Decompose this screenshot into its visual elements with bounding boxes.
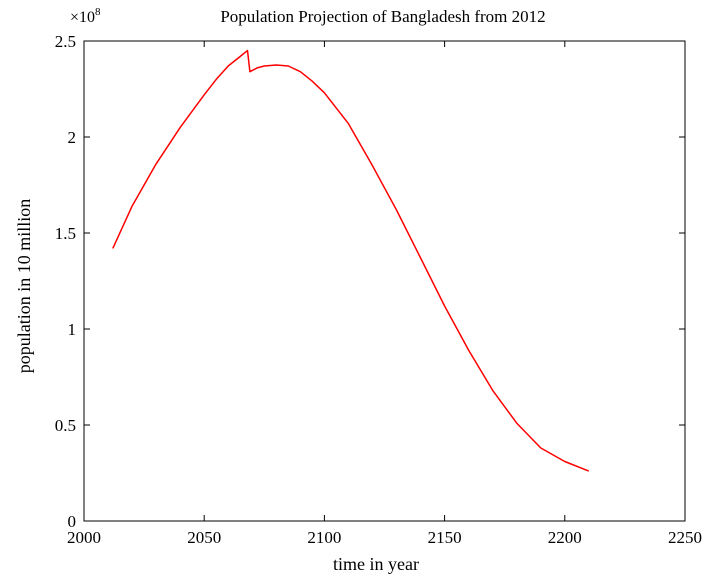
y-multiplier-exponent: 8 <box>95 6 101 18</box>
plot-frame <box>83 40 686 522</box>
series-layer <box>112 49 590 472</box>
series-line <box>112 49 590 472</box>
x-axis-label: time in year <box>333 554 419 574</box>
chart-title: Population Projection of Bangladesh from… <box>220 7 545 26</box>
x-tick-label: 2250 <box>668 528 702 547</box>
y-multiplier-base: ×10 <box>70 9 95 26</box>
x-tick-label: 2200 <box>548 528 582 547</box>
x-tick-label: 2150 <box>428 528 462 547</box>
tick-labels: 2000 2050 2100 2150 2200 2250 0 0.5 1 1.5 2 2.5 <box>55 32 702 547</box>
x-tick-label: 2050 <box>187 528 221 547</box>
y-tick-label: 1 <box>68 320 77 339</box>
axis-ticks <box>83 40 686 522</box>
y-multiplier: ×108 <box>70 6 101 26</box>
y-tick-label: 0 <box>68 512 77 531</box>
x-tick-label: 2100 <box>307 528 341 547</box>
y-tick-label: 2.5 <box>55 32 76 51</box>
y-axis-label: population in 10 million <box>14 199 34 374</box>
x-tick-label: 2000 <box>67 528 101 547</box>
y-tick-label: 2 <box>68 128 77 147</box>
y-tick-label: 0.5 <box>55 416 76 435</box>
y-tick-label: 1.5 <box>55 224 76 243</box>
